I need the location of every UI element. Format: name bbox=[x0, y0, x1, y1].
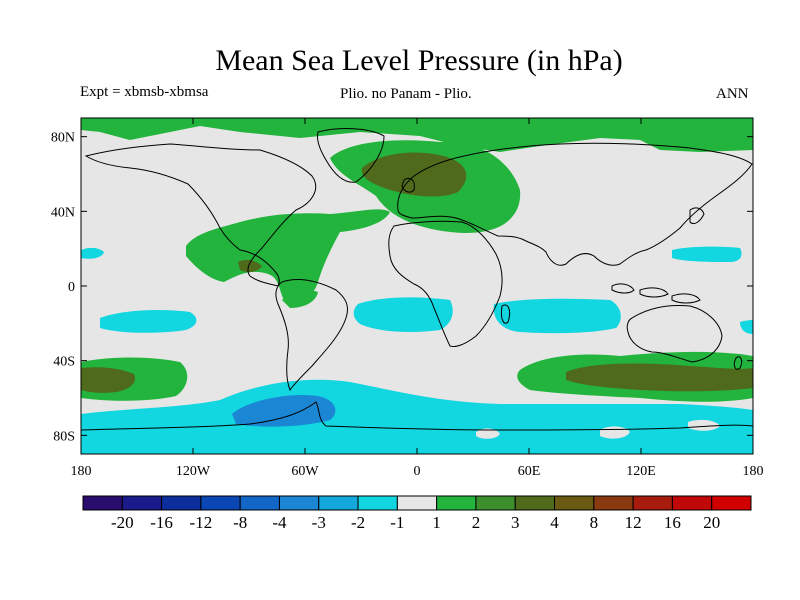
west-pacific-negative-region bbox=[672, 246, 742, 262]
colorbar-swatch bbox=[436, 495, 477, 511]
lon-tick-label: 60W bbox=[291, 464, 319, 479]
colorbar-label: 3 bbox=[511, 513, 520, 532]
subtitle-label: Plio. no Panam - Plio. bbox=[340, 86, 472, 102]
lat-tick-label: 80S bbox=[53, 429, 75, 444]
greenland-coastline bbox=[317, 128, 385, 183]
colorbar-label: 2 bbox=[472, 513, 481, 532]
lat-tick-label: 0 bbox=[68, 280, 75, 295]
colorbar-swatch bbox=[554, 495, 595, 511]
southwest-pacific-strong-positive-region bbox=[81, 367, 136, 393]
colorbar-swatch bbox=[239, 495, 280, 511]
colorbar-label: -1 bbox=[390, 513, 404, 532]
experiment-label: Expt = xbmsb-xbmsa bbox=[80, 84, 209, 100]
colorbar-swatch bbox=[121, 495, 163, 511]
pacific-negative-region-1 bbox=[81, 247, 104, 259]
lon-tick-label: 180 bbox=[71, 464, 92, 479]
new-zealand-coastline bbox=[733, 356, 743, 370]
indian-ocean-negative-region bbox=[493, 298, 621, 334]
colorbar-swatch bbox=[82, 495, 123, 511]
central-america-positive-region bbox=[186, 209, 390, 305]
colorbar-swatch bbox=[161, 495, 202, 511]
southern-pacific-strong-positive-region bbox=[566, 363, 753, 392]
arctic-positive-region bbox=[81, 118, 753, 152]
lon-tick-label: 60E bbox=[518, 464, 541, 479]
colorbar-swatch bbox=[711, 495, 752, 511]
colorbar-swatch bbox=[278, 495, 320, 511]
colorbar-swatch bbox=[475, 495, 516, 511]
lat-tick-label: 40N bbox=[51, 205, 75, 220]
colorbar-label: -8 bbox=[233, 513, 247, 532]
latitude-axis: 80N 40N 0 40S 80S bbox=[51, 131, 753, 444]
maritime-continent-coastline bbox=[611, 283, 701, 304]
colorbar-swatch bbox=[396, 495, 438, 511]
colorbar-label: -12 bbox=[190, 513, 213, 532]
season-label: ANN bbox=[716, 86, 749, 102]
australia-coastline bbox=[626, 305, 723, 363]
colorbar-swatch bbox=[200, 495, 241, 511]
europe-strong-positive-region bbox=[361, 152, 467, 197]
colorbar-label: 4 bbox=[550, 513, 559, 532]
south-america-coastline bbox=[275, 279, 349, 392]
south-atlantic-negative-region bbox=[353, 297, 453, 332]
colorbar-label: -3 bbox=[312, 513, 326, 532]
africa-coastline bbox=[388, 220, 503, 347]
colorbar-swatch bbox=[632, 495, 673, 511]
lat-tick-label: 40S bbox=[53, 355, 75, 370]
colorbar: -20 -16 -12 -8 -4 -3 -2 -1 1 2 3 4 8 12 16 20 bbox=[82, 495, 752, 532]
southern-ocean-negative-region bbox=[81, 379, 753, 454]
north-america-coastline bbox=[84, 143, 317, 287]
east-pacific-negative-region bbox=[740, 320, 753, 334]
lon-tick-label: 120W bbox=[176, 464, 211, 479]
colorbar-label: 16 bbox=[664, 513, 681, 532]
page-title: Mean Sea Level Pressure (in hPa) bbox=[215, 44, 623, 77]
britain-coastline bbox=[401, 177, 415, 193]
neutral-patch-south-1 bbox=[476, 428, 500, 439]
colorbar-swatch bbox=[357, 495, 398, 511]
neutral-patch-south-3 bbox=[688, 419, 720, 431]
antarctic-peninsula-strong-negative-region bbox=[232, 394, 336, 427]
eurasia-coastline bbox=[397, 142, 753, 266]
colorbar-label: -20 bbox=[111, 513, 134, 532]
coastlines bbox=[81, 128, 753, 431]
lon-tick-label: 180 bbox=[743, 464, 764, 479]
colorbar-label: 8 bbox=[590, 513, 599, 532]
antarctica-coastline bbox=[81, 401, 753, 431]
colorbar-swatch bbox=[514, 495, 556, 511]
lat-tick-label: 80N bbox=[51, 131, 75, 146]
tropical-atlantic-positive-region bbox=[282, 290, 318, 308]
colorbar-label: 12 bbox=[625, 513, 642, 532]
colorbar-swatch bbox=[593, 495, 634, 511]
japan-coastline bbox=[689, 207, 705, 225]
colorbar-label: 20 bbox=[703, 513, 720, 532]
lon-tick-label: 120E bbox=[626, 464, 656, 479]
madagascar-coastline bbox=[501, 304, 511, 324]
longitude-axis: 180 120W 60W 0 60E 120E 180 bbox=[71, 118, 764, 479]
map-field bbox=[81, 118, 753, 454]
pacific-negative-region-2 bbox=[100, 310, 197, 333]
colorbar-label: -2 bbox=[351, 513, 365, 532]
colorbar-label: 1 bbox=[432, 513, 441, 532]
colorbar-label: -4 bbox=[272, 513, 287, 532]
colorbar-swatch bbox=[671, 495, 713, 511]
lon-tick-label: 0 bbox=[414, 464, 421, 479]
central-america-strong-positive-region bbox=[238, 259, 262, 273]
colorbar-swatch bbox=[318, 495, 359, 511]
colorbar-label: -16 bbox=[150, 513, 173, 532]
